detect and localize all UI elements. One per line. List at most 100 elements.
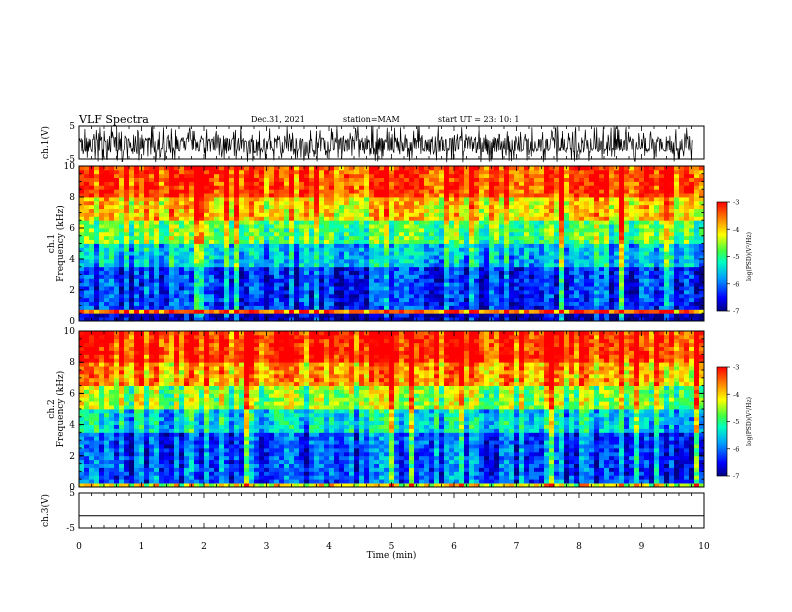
spectrogram-cell (194, 212, 200, 217)
spectrogram-cell (349, 278, 355, 283)
spectrogram-cell (544, 185, 550, 190)
spectrogram-cell (144, 189, 150, 194)
spectrogram-cell (214, 208, 220, 213)
spectrogram-cell (514, 235, 520, 241)
spectrogram-cell (689, 247, 695, 252)
spectrogram-cell (379, 313, 385, 318)
spectrogram-cell (134, 239, 140, 244)
spectrogram-cell (529, 274, 535, 279)
spectrogram-cell (229, 247, 235, 252)
spectrogram-cell (379, 305, 385, 310)
spectrogram-cell (424, 185, 430, 190)
spectrogram-cell (494, 317, 500, 322)
spectrogram-cell (644, 297, 650, 303)
spectrogram-cell (554, 274, 560, 279)
spectrogram-cell (554, 293, 560, 299)
spectrogram-cell (664, 309, 670, 314)
spectrogram-cell (399, 255, 405, 260)
spectrogram-cell (144, 235, 150, 241)
spectrogram-cell (264, 224, 270, 229)
spectrogram-cell (644, 293, 650, 299)
spectrogram-cell (419, 293, 425, 299)
spectrogram-cell (624, 224, 630, 229)
spectrogram-cell (144, 193, 150, 198)
spectrogram-cell (394, 301, 400, 306)
spectrogram-cell (444, 224, 450, 229)
spectrogram-cell (94, 208, 100, 213)
spectrogram-cell (409, 185, 415, 190)
spectrogram-cell (609, 169, 615, 175)
spectrogram-cell (519, 173, 525, 179)
spectrogram-cell (339, 274, 345, 279)
spectrogram-cell (149, 247, 155, 252)
spectrogram-cell (269, 266, 275, 272)
spectrogram-cell (194, 297, 200, 303)
spectrogram-cell (579, 193, 585, 198)
spectrogram-cell (254, 208, 260, 213)
spectrogram-cell (144, 208, 150, 213)
spectrogram-cell (599, 212, 605, 217)
spectrogram-cell (649, 204, 655, 210)
spectrogram-cell (389, 286, 395, 291)
spectrogram-cell (289, 305, 295, 310)
spectrogram-cell (154, 189, 160, 194)
spectrogram-cell (404, 309, 410, 314)
spectrogram-cell (494, 266, 500, 272)
spectrogram-cell (554, 185, 560, 190)
spectrogram-cell (299, 247, 305, 252)
spectrogram-cell (84, 286, 90, 291)
spectrogram-cell (234, 274, 240, 279)
spectrogram-cell (239, 200, 245, 206)
spectrogram-cell (174, 251, 180, 256)
spectrogram-cell (519, 243, 525, 248)
spectrogram-cell (509, 166, 515, 171)
spectrogram-cell (149, 193, 155, 198)
spectrogram-cell (104, 293, 110, 299)
spectrogram-cell (274, 290, 280, 295)
spectrogram-cell (474, 200, 480, 206)
spectrogram-cell (294, 293, 300, 299)
spectrogram-cell (294, 309, 300, 314)
spectrogram-cell (289, 204, 295, 210)
spectrogram-cell (179, 173, 185, 179)
spectrogram-cell (544, 166, 550, 171)
spectrogram-cell (599, 224, 605, 229)
spectrogram-cell (144, 282, 150, 287)
spectrogram-cell (99, 262, 105, 268)
spectrogram-cell (584, 216, 590, 221)
spectrogram-cell (574, 243, 580, 248)
spectrogram-cell (209, 169, 215, 175)
spectrogram-cell (574, 220, 580, 225)
spectrogram-cell (264, 247, 270, 252)
spectrogram-cell (424, 181, 430, 186)
spectrogram-cell (124, 235, 130, 241)
spectrogram-cell (189, 177, 195, 182)
spectrogram-cell (279, 317, 285, 322)
spectrogram-cell (614, 220, 620, 225)
spectrogram-cell (519, 251, 525, 256)
spectrogram-cell (114, 251, 120, 256)
spectrogram-cell (179, 274, 185, 279)
spectrogram-cell (444, 278, 450, 283)
spectrogram-cell (534, 243, 540, 248)
spectrogram-cell (94, 239, 100, 244)
spectrogram-cell (219, 297, 225, 303)
spectrogram-cell (259, 204, 265, 210)
spectrogram-cell (319, 173, 325, 179)
spectrogram-cell (394, 220, 400, 225)
spectrogram-cell (99, 243, 105, 248)
spectrogram-cell (514, 290, 520, 295)
spectrogram-cell (459, 278, 465, 283)
spectrogram-cell (579, 169, 585, 175)
spectrogram-cell (389, 204, 395, 210)
spectrogram-cell (249, 305, 255, 310)
spectrogram-cell (104, 297, 110, 303)
spectrogram-cell (554, 301, 560, 306)
spectrogram-cell (664, 173, 670, 179)
spectrogram-cell (639, 247, 645, 252)
spectrogram-cell (309, 313, 315, 318)
spectrogram-cell (614, 193, 620, 198)
spectrogram-cell (219, 193, 225, 198)
spectrogram-cell (604, 286, 610, 291)
spectrogram-cell (624, 235, 630, 241)
